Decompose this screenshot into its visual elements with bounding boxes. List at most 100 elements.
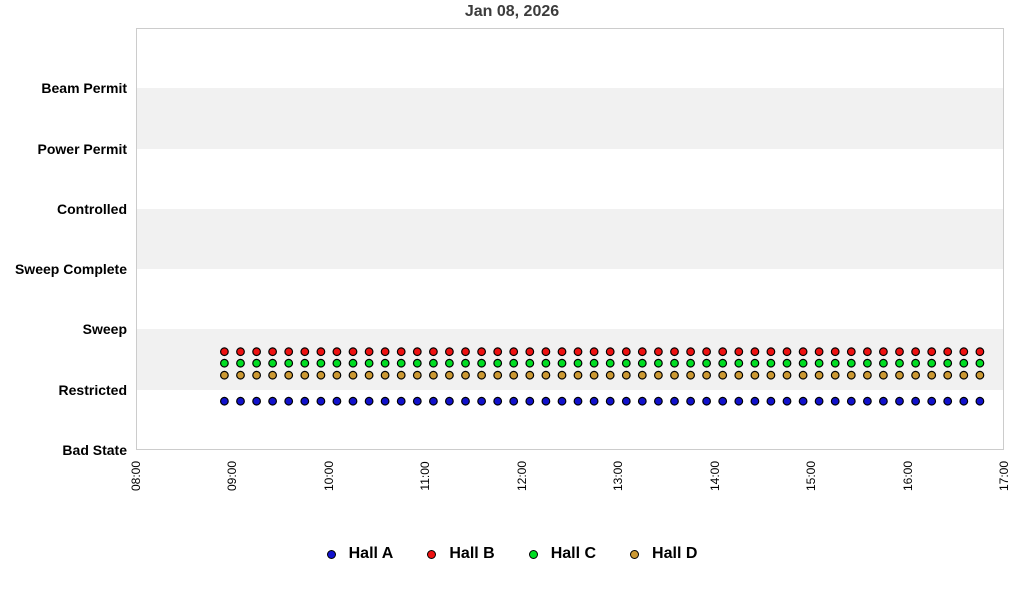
- data-point: [348, 370, 358, 380]
- data-point: [525, 347, 535, 357]
- data-point: [863, 347, 872, 357]
- data-point: [782, 358, 792, 368]
- x-tick-label: 09:00: [225, 460, 240, 492]
- data-point: [734, 347, 744, 357]
- x-tick-label: 15:00: [804, 460, 819, 492]
- data-point: [219, 370, 229, 380]
- grid-band: [136, 88, 1004, 149]
- data-point: [637, 347, 647, 357]
- data-point: [702, 358, 711, 368]
- data-point: [364, 347, 374, 357]
- data-point: [284, 347, 294, 357]
- data-point: [654, 358, 663, 368]
- data-point: [525, 358, 535, 368]
- data-point: [316, 370, 326, 380]
- data-point: [300, 370, 310, 380]
- data-point: [236, 347, 245, 357]
- data-point: [412, 370, 422, 380]
- data-point: [541, 358, 551, 368]
- data-point: [927, 396, 937, 406]
- data-point: [589, 347, 599, 357]
- data-point: [477, 370, 487, 380]
- data-point: [814, 396, 824, 406]
- data-point: [830, 358, 840, 368]
- x-tick-label: 16:00: [900, 460, 915, 492]
- x-tick-label: 11:00: [418, 461, 433, 491]
- data-point: [236, 358, 245, 368]
- data-point: [316, 396, 326, 406]
- data-point: [348, 396, 358, 406]
- data-point: [830, 370, 840, 380]
- data-point: [557, 347, 567, 357]
- data-point: [364, 370, 374, 380]
- data-point: [863, 370, 872, 380]
- data-point: [750, 358, 760, 368]
- legend-item[interactable]: Hall B: [427, 545, 495, 563]
- data-point: [284, 358, 294, 368]
- data-point: [863, 396, 872, 406]
- data-point: [557, 396, 567, 406]
- data-point: [911, 347, 920, 357]
- data-point: [332, 396, 342, 406]
- data-point: [252, 347, 261, 357]
- legend-label: Hall C: [550, 545, 597, 562]
- data-point: [493, 358, 503, 368]
- data-point: [766, 347, 776, 357]
- data-point: [268, 347, 278, 357]
- data-point: [541, 396, 551, 406]
- legend-marker-icon: [427, 549, 437, 559]
- data-point: [557, 358, 567, 368]
- data-point: [637, 358, 647, 368]
- data-point: [252, 358, 261, 368]
- data-point: [654, 370, 663, 380]
- legend-item[interactable]: Hall C: [528, 545, 597, 563]
- data-point: [975, 396, 985, 406]
- data-point: [959, 370, 969, 380]
- data-point: [509, 370, 519, 380]
- data-point: [782, 396, 792, 406]
- data-point: [605, 396, 615, 406]
- legend-label: Hall A: [348, 545, 394, 562]
- data-point: [750, 370, 760, 380]
- legend-item[interactable]: Hall A: [326, 545, 394, 563]
- data-point: [396, 347, 406, 357]
- data-point: [895, 358, 904, 368]
- data-point: [236, 370, 245, 380]
- data-point: [798, 358, 808, 368]
- data-point: [814, 358, 824, 368]
- x-tick-label: 14:00: [707, 460, 722, 492]
- data-point: [959, 396, 969, 406]
- data-point: [380, 396, 390, 406]
- data-point: [573, 358, 583, 368]
- data-point: [573, 347, 583, 357]
- legend-marker-icon: [528, 549, 538, 559]
- data-point: [429, 347, 438, 357]
- legend: Hall A Hall B Hall C Hall D: [0, 543, 1024, 565]
- data-point: [445, 358, 454, 368]
- grid-band: [136, 208, 1004, 270]
- data-point: [702, 396, 711, 406]
- y-axis-label: Restricted: [58, 381, 127, 398]
- data-point: [943, 396, 953, 406]
- data-point: [959, 347, 969, 357]
- data-point: [348, 347, 358, 357]
- data-point: [332, 370, 342, 380]
- data-point: [654, 347, 663, 357]
- data-point: [879, 396, 888, 406]
- chart-title: Jan 08, 2026: [464, 3, 560, 20]
- data-point: [718, 347, 728, 357]
- data-point: [477, 358, 487, 368]
- data-point: [461, 358, 470, 368]
- data-point: [670, 358, 679, 368]
- data-point: [927, 347, 937, 357]
- data-point: [477, 396, 487, 406]
- data-point: [380, 358, 390, 368]
- data-point: [412, 358, 422, 368]
- y-axis-label: Beam Permit: [41, 80, 127, 97]
- data-point: [975, 347, 985, 357]
- data-point: [621, 370, 631, 380]
- data-point: [911, 370, 920, 380]
- legend-item[interactable]: Hall D: [630, 545, 697, 563]
- y-axis-label: Bad State: [62, 442, 127, 458]
